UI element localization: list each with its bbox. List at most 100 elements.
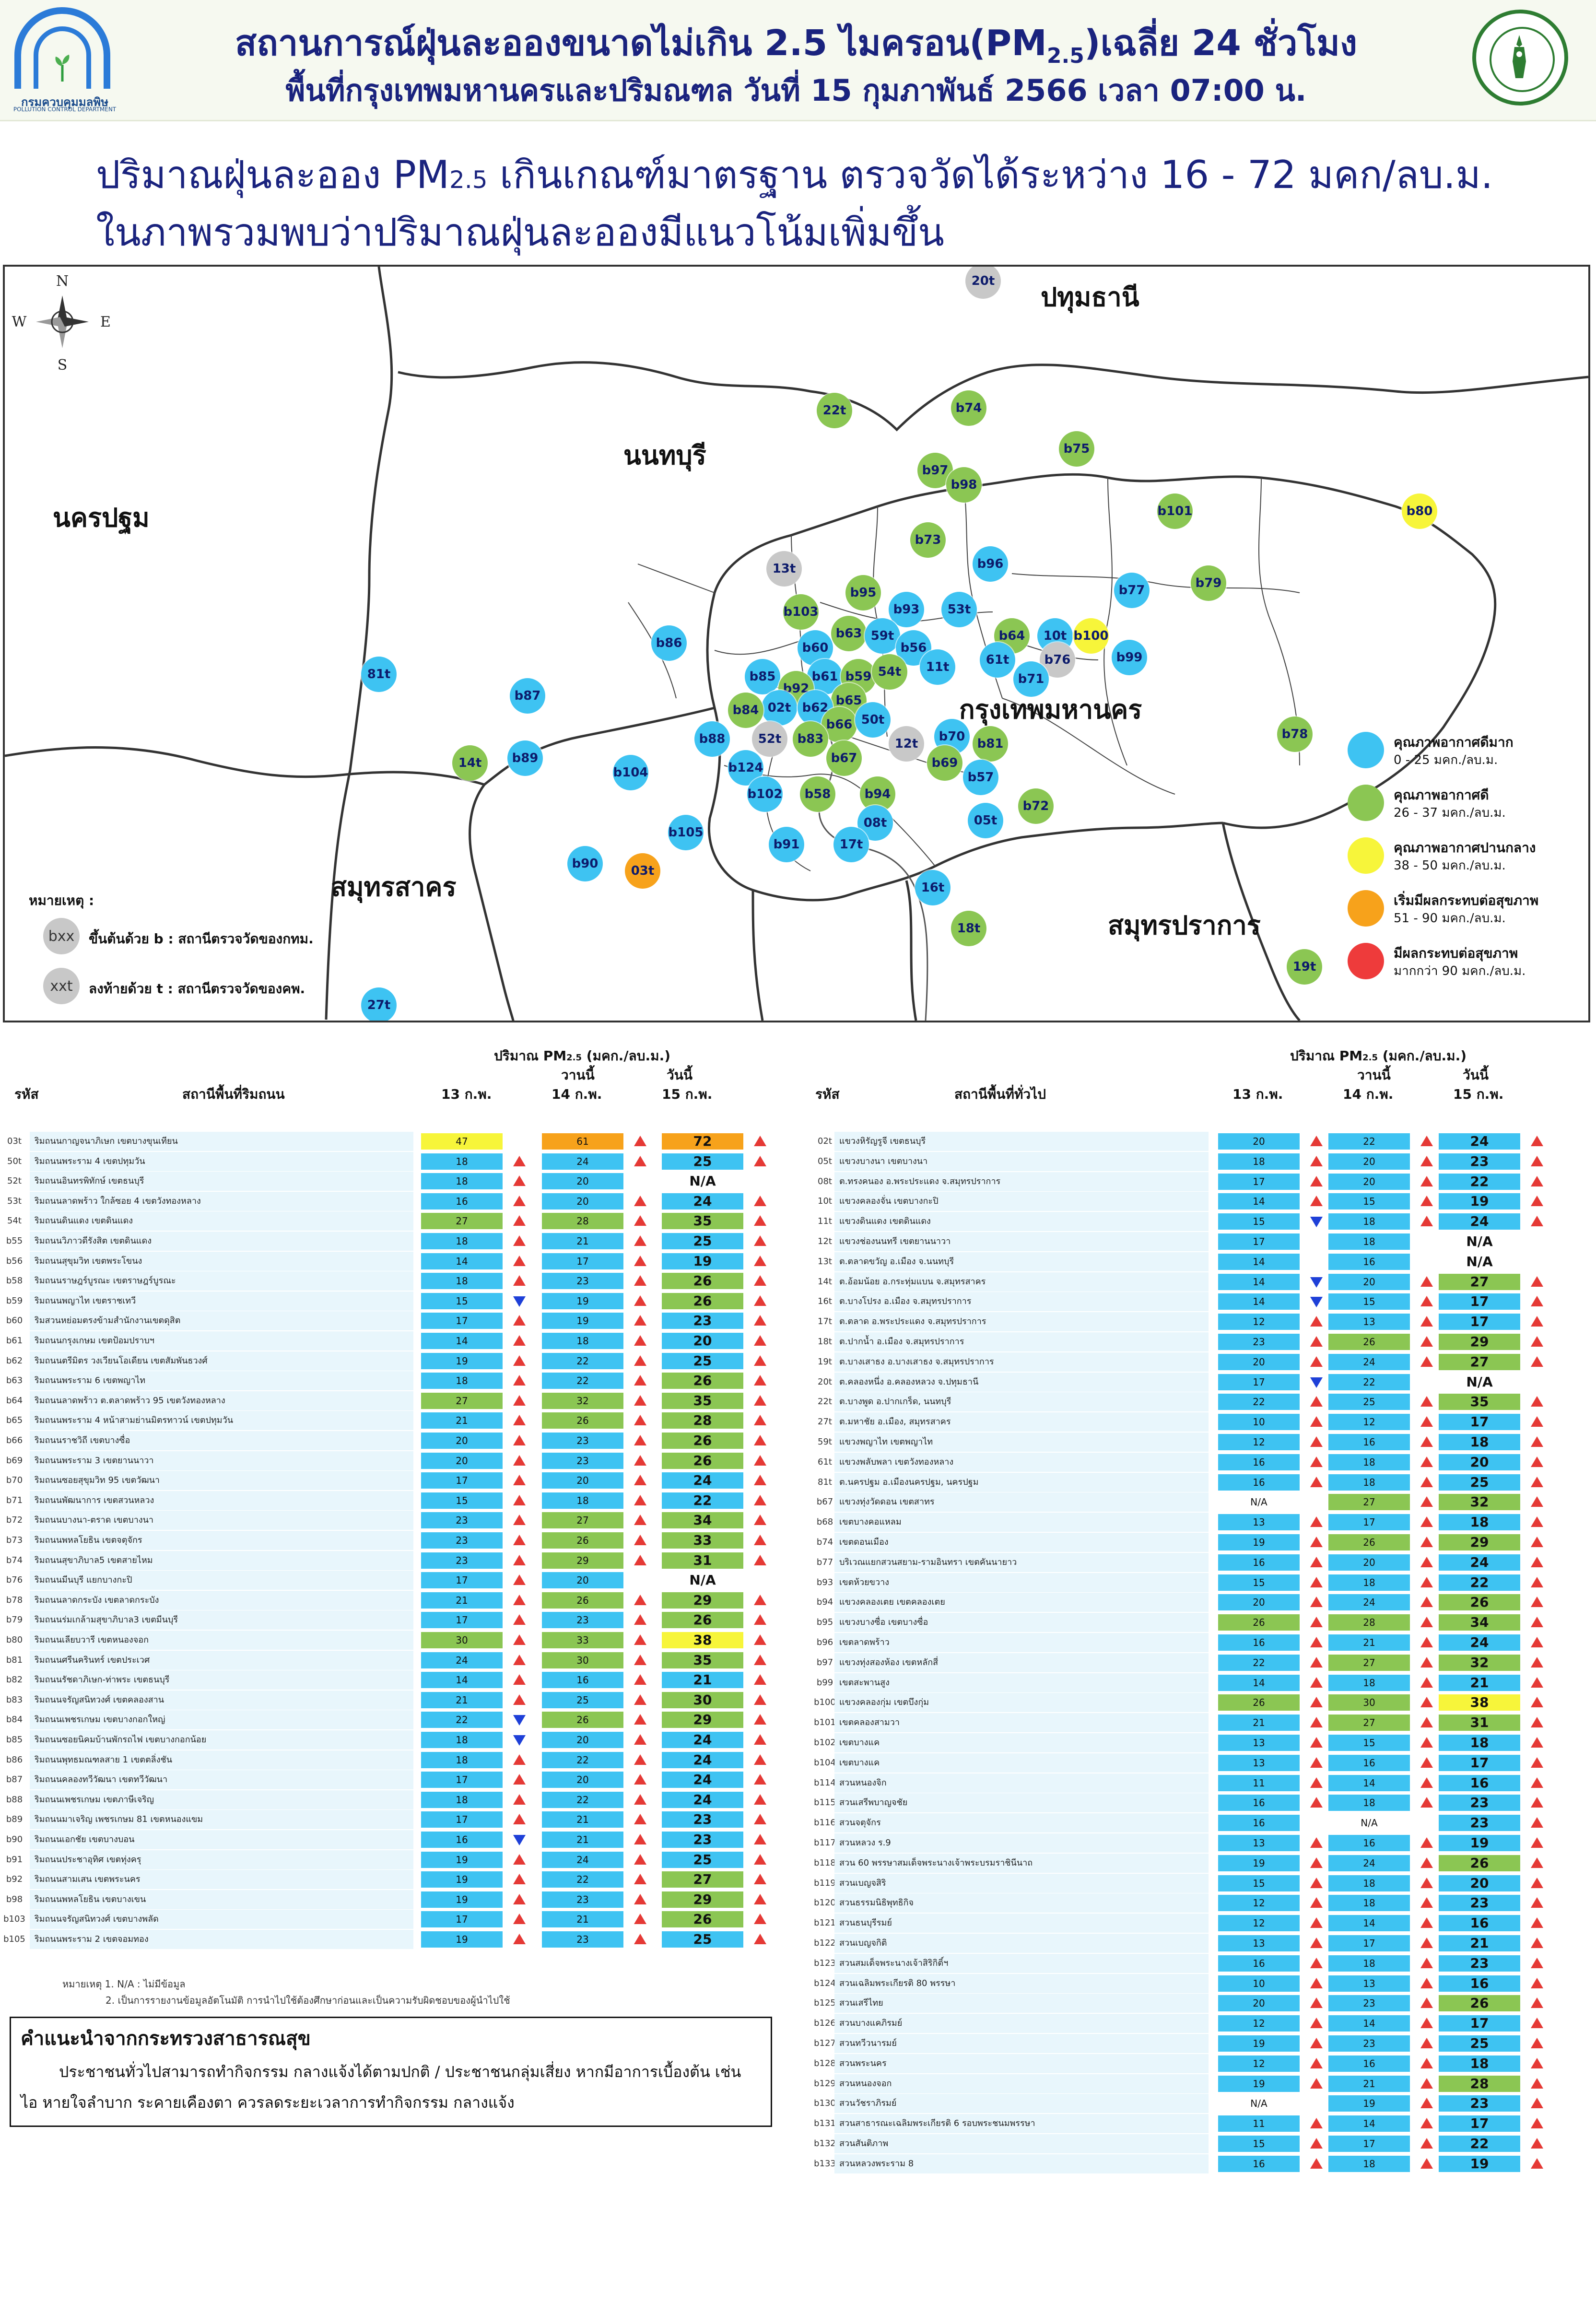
- trend-up-arrow-icon: [633, 1594, 646, 1606]
- trend-up-arrow-icon: [633, 1475, 646, 1486]
- value-13feb: 14: [1218, 1273, 1300, 1290]
- bma-seal: [1472, 10, 1568, 106]
- station-marker-b79: b79: [1191, 565, 1226, 601]
- station-code: b74: [816, 1537, 833, 1547]
- value-14feb: 15: [1328, 1193, 1410, 1210]
- trend-up-arrow-icon: [1309, 1476, 1323, 1488]
- station-name: สวนเสรีพบาญจชัย: [834, 1793, 1209, 1813]
- trend-up-arrow-icon: [1420, 1897, 1433, 1909]
- trend-up-arrow-icon: [1420, 1196, 1433, 1207]
- value-14feb: 18: [1328, 1674, 1410, 1691]
- station-marker-11t: 11t: [920, 649, 955, 685]
- trend-up-arrow-icon: [1420, 2078, 1433, 2090]
- value-14feb: 17: [1328, 1514, 1410, 1531]
- value-15feb: 26: [662, 1433, 743, 1449]
- trend-up-arrow-icon: [1309, 1857, 1323, 1869]
- value-14feb: 14: [1328, 2015, 1410, 2032]
- station-code: b102: [814, 1738, 836, 1748]
- table-row: b133 สวนหลวงพระราม 8 16 18 19: [810, 2154, 1592, 2173]
- trend-up-arrow-icon: [1530, 1356, 1543, 1368]
- value-14feb: 21: [542, 1832, 623, 1848]
- legend-dot-red: [1348, 943, 1384, 979]
- station-code: 53t: [7, 1196, 22, 1206]
- station-name: สวนจตุจักร: [834, 1813, 1209, 1833]
- station-marker-b83: b83: [793, 721, 828, 757]
- value-14feb: 21: [542, 1911, 623, 1928]
- trend-up-arrow-icon: [1530, 1837, 1543, 1849]
- value-13feb: 18: [421, 1273, 503, 1290]
- value-14feb: 14: [1328, 2115, 1410, 2132]
- trend-up-arrow-icon: [753, 1834, 766, 1845]
- trend-up-arrow-icon: [1309, 1877, 1323, 1889]
- station-name: เขตคลองสามวา: [834, 1713, 1209, 1733]
- value-15feb: 21: [1439, 1935, 1520, 1951]
- value-15feb: 23: [1439, 1153, 1520, 1170]
- value-13feb: 16: [1218, 1795, 1300, 1811]
- station-marker-b57: b57: [963, 760, 998, 795]
- station-marker-16t: 16t: [915, 870, 951, 905]
- trend-up-arrow-icon: [1309, 1436, 1323, 1448]
- station-name: แขวงทุ่งวัดดอน เขตสาทร: [834, 1492, 1209, 1512]
- station-code: b128: [814, 2058, 836, 2068]
- value-15feb: 25: [662, 1153, 743, 1170]
- value-13feb: 12: [1218, 1895, 1300, 1912]
- trend-up-arrow-icon: [633, 1195, 646, 1207]
- value-14feb: 16: [1328, 1253, 1410, 1270]
- value-13feb: 23: [421, 1552, 503, 1569]
- station-name: ริมถนนเลียบวารี เขตหนองจอก: [30, 1631, 413, 1650]
- value-14feb: 18: [1328, 1233, 1410, 1250]
- station-name: ต.บางพูด อ.ปากเกร็ด, นนทบุรี: [834, 1392, 1209, 1412]
- table-row: b115 สวนเสรีพบาญจชัย 16 18 23: [810, 1793, 1592, 1813]
- value-13feb: 16: [1218, 1634, 1300, 1651]
- trend-up-arrow-icon: [1420, 2098, 1433, 2109]
- value-13feb: 15: [1218, 1574, 1300, 1591]
- station-name: ต.ตลาด อ.พระประแดง จ.สมุทรปราการ: [834, 1312, 1209, 1332]
- table-row: 50t ริมถนนพระราม 4 เขตปทุมวัน 18 24 25: [0, 1151, 777, 1171]
- station-code: b85: [6, 1735, 23, 1745]
- trend-up-arrow-icon: [1309, 1837, 1323, 1849]
- trend-up-arrow-icon: [1309, 2078, 1323, 2090]
- value-14feb: 23: [1328, 2035, 1410, 2052]
- trend-up-arrow-icon: [753, 1415, 766, 1426]
- station-name: สวนหลวงพระราม 8: [834, 2154, 1209, 2173]
- trend-up-arrow-icon: [633, 1694, 646, 1706]
- value-14feb: 13: [1328, 1975, 1410, 1992]
- value-15feb: 16: [1439, 1975, 1520, 1992]
- station-name: แขวงคลองเตย เขตคลองเตย: [834, 1593, 1209, 1612]
- station-code: b96: [816, 1637, 833, 1647]
- legend-label: คุณภาพอากาศดีมาก: [1394, 734, 1514, 750]
- station-marker-53t: 53t: [941, 592, 977, 627]
- station-name: แขวงคลองกุ่ม เขตบึงกุ่ม: [834, 1693, 1209, 1713]
- value-13feb: 16: [421, 1193, 503, 1210]
- station-code: b64: [6, 1395, 23, 1406]
- station-marker-b69: b69: [927, 745, 962, 781]
- station-name: ริมถนนคลองทวีวัฒนา เขตทวีวัฒนา: [30, 1770, 413, 1790]
- trend-up-arrow-icon: [1530, 1175, 1543, 1187]
- value-15feb: 20: [662, 1333, 743, 1349]
- value-15feb: 18: [1439, 1514, 1520, 1531]
- trend-up-arrow-icon: [512, 1874, 526, 1885]
- trend-up-arrow-icon: [512, 1494, 526, 1506]
- today-header: วันนี้: [667, 1067, 693, 1083]
- value-15feb: 35: [662, 1213, 743, 1230]
- value-14feb: 22: [542, 1871, 623, 1888]
- trend-up-arrow-icon: [1530, 1697, 1543, 1708]
- value-15feb: 29: [662, 1712, 743, 1728]
- station-marker-13t: 13t: [766, 551, 802, 587]
- value-15feb: 18: [1439, 2055, 1520, 2072]
- station-name: ต.อ้อมน้อย อ.กระทุ่มแบน จ.สมุทรสาคร: [834, 1272, 1209, 1292]
- value-14feb: 24: [542, 1153, 623, 1170]
- station-code: b91: [6, 1854, 23, 1865]
- trend-up-arrow-icon: [633, 1494, 646, 1506]
- trend-up-arrow-icon: [1530, 1897, 1543, 1909]
- station-code: b117: [814, 1838, 836, 1848]
- station-code: b122: [814, 1938, 836, 1948]
- station-name: สวนหนองจิก: [834, 1773, 1209, 1793]
- station-name: ริมถนนเพชรเกษม เขตภาษีเจริญ: [30, 1790, 413, 1809]
- value-15feb: 23: [1439, 1955, 1520, 1972]
- value-15feb: 26: [662, 1292, 743, 1309]
- legend-label: คุณภาพอากาศปานกลาง: [1394, 840, 1536, 856]
- value-15feb: N/A: [1439, 1374, 1520, 1390]
- value-15feb: 23: [1439, 1815, 1520, 1832]
- station-code: 27t: [818, 1417, 832, 1427]
